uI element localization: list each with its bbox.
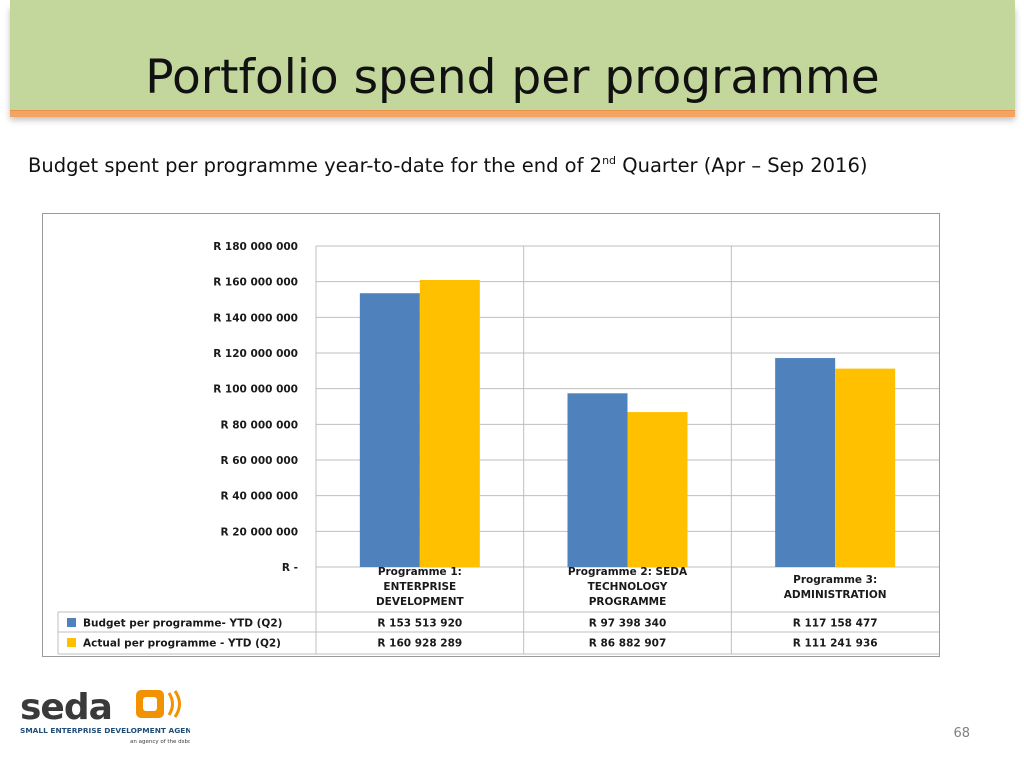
bar-actual [627,412,688,567]
category-label: Programme 3: [793,574,877,586]
bar-actual [419,280,480,567]
y-tick-label: R 180 000 000 [213,241,298,253]
logo-orange-inner [143,697,157,711]
logo-wordmark: seda [20,687,112,728]
legend-label: Actual per programme - YTD (Q2) [83,638,281,650]
data-value-label: R 86 882 907 [589,638,667,650]
category-label: ADMINISTRATION [784,589,887,601]
bar-actual [835,368,896,567]
category-label: ENTERPRISE [383,581,456,593]
logo-tagline: SMALL ENTERPRISE DEVELOPMENT AGENCY [20,726,190,735]
bar-chart: R - R 20 000 000 R 40 000 000 R 60 000 000 R… [57,241,939,655]
y-tick-label: R 140 000 000 [213,312,298,324]
slide-subtitle: Budget spent per programme year-to-date … [28,154,867,177]
y-tick-label: R 20 000 000 [221,526,299,538]
bar-budget [775,358,836,567]
y-tick-label: R 160 000 000 [213,277,298,289]
y-tick-label: R 120 000 000 [213,348,298,360]
legend-label: Budget per programme- YTD (Q2) [83,618,282,630]
data-value-label: R 160 928 289 [377,638,462,650]
page-number: 68 [953,726,970,741]
y-tick-label: R - [282,562,298,574]
category-label: TECHNOLOGY [588,581,668,593]
category-label: DEVELOPMENT [376,596,465,608]
category-label: PROGRAMME [589,596,667,608]
y-tick-label: R 40 000 000 [221,491,299,503]
subtitle-superscript: nd [602,154,617,167]
category-label: Programme 1: [378,566,462,578]
bar-budget [567,393,628,567]
subtitle-text-end: Quarter (Apr – Sep 2016) [616,154,868,177]
title-band: Portfolio spend per programme [10,0,1015,111]
y-tick-label: R 60 000 000 [221,455,299,467]
subtitle-text: Budget spent per programme year-to-date … [28,154,603,177]
bar-budget [359,293,420,567]
logo-arc-2 [173,690,181,718]
chart-frame: R - R 20 000 000 R 40 000 000 R 60 000 000 R… [42,213,940,657]
logo-arc-1 [167,692,174,716]
data-value-label: R 111 241 936 [793,638,878,650]
data-value-label: R 117 158 477 [793,618,878,630]
logo-subtag: an agency of the dsbd [130,739,190,745]
seda-logo-graphic: seda SMALL ENTERPRISE DEVELOPMENT AGENCY… [20,687,203,745]
data-value-label: R 97 398 340 [589,618,667,630]
legend-swatch [67,638,76,647]
legend-swatch [67,618,76,627]
data-value-label: R 153 513 920 [377,618,462,630]
y-tick-label: R 100 000 000 [213,384,298,396]
slide-title: Portfolio spend per programme [145,50,880,105]
y-tick-label: R 80 000 000 [221,419,299,431]
category-label: Programme 2: SEDA [568,566,688,578]
seda-logo: seda SMALL ENTERPRISE DEVELOPMENT AGENCY… [20,686,203,746]
